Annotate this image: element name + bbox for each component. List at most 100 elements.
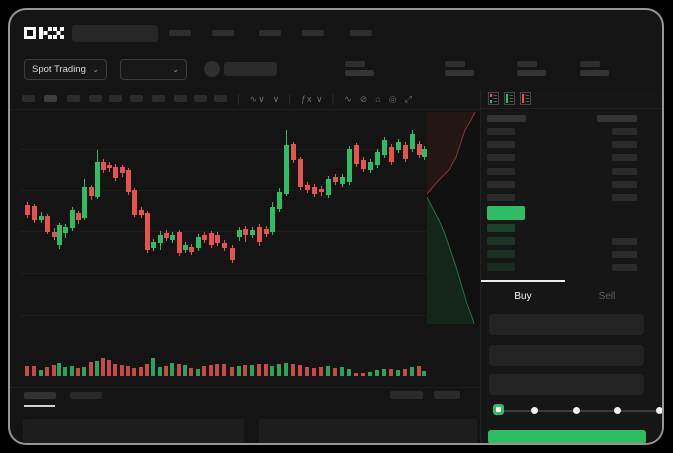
slider-step-dot[interactable] (530, 407, 538, 414)
nav-item-placeholder[interactable] (212, 30, 234, 36)
volume-bar (145, 364, 149, 376)
gridline (20, 231, 430, 232)
ask-amount-placeholder (612, 154, 637, 161)
stat-label-placeholder (517, 61, 537, 67)
ask-amount-placeholder (612, 181, 637, 188)
timeframe-button-placeholder[interactable] (174, 95, 187, 102)
timeframe-button-placeholder[interactable] (89, 95, 102, 102)
volume-bar (209, 365, 213, 376)
slider-step-dot[interactable] (572, 407, 580, 414)
ask-price-placeholder[interactable] (487, 154, 515, 161)
nav-item-placeholder[interactable] (259, 30, 281, 36)
bottom-action-button-2[interactable] (434, 391, 460, 399)
ask-price-placeholder[interactable] (487, 168, 515, 175)
book-asks-icon[interactable] (520, 92, 531, 105)
volume-bar (389, 369, 393, 376)
pair-dropdown[interactable]: ⌄ (120, 59, 187, 80)
book-combined-icon[interactable] (488, 92, 499, 105)
candle-style-icon[interactable]: ∿∨ (249, 94, 266, 104)
nav-item-placeholder[interactable] (350, 30, 372, 36)
bid-price-placeholder[interactable] (487, 237, 515, 245)
timeframe-button-placeholder[interactable] (194, 95, 207, 102)
slider-step-dot[interactable] (613, 407, 621, 414)
ask-amount-placeholder (612, 194, 637, 201)
candle-body (63, 227, 68, 233)
candle-body (189, 247, 194, 252)
volume-bar (215, 364, 219, 376)
candle-body (202, 235, 207, 240)
total-input[interactable] (489, 374, 644, 395)
slider-handle[interactable] (493, 404, 504, 415)
line-tool-icon[interactable]: ∿ (344, 94, 353, 104)
candle-body (209, 233, 214, 245)
search-bar[interactable] (72, 25, 158, 42)
bid-price-placeholder[interactable] (487, 250, 515, 258)
ask-price-placeholder[interactable] (487, 181, 515, 188)
draw-tool-icon[interactable]: ⊘ (359, 94, 369, 104)
timeframe-button-placeholder[interactable] (109, 95, 122, 102)
candle-body (389, 147, 394, 162)
orderbook-header-amount (597, 115, 637, 122)
divider (10, 387, 480, 388)
bottom-tab-open-orders[interactable] (24, 392, 56, 399)
price-input[interactable] (489, 314, 644, 335)
candle-body (422, 149, 427, 157)
fullscreen-icon[interactable]: ⤢ (404, 94, 413, 104)
ask-price-placeholder[interactable] (487, 141, 515, 148)
market-type-dropdown[interactable]: Spot Trading ⌄ (24, 59, 107, 80)
indicators-icon[interactable]: ƒx ∨ (300, 94, 324, 104)
volume-bar (237, 366, 241, 376)
volume-bar (222, 364, 226, 376)
chart-tools: │ ∿∨ ∨ │ ƒx ∨ │ ∿ ⊘ ⌂ ◎ ⤢ (236, 91, 413, 107)
volume-bar (264, 364, 268, 376)
timeframe-button-placeholder[interactable] (214, 95, 227, 102)
volume-bar (113, 364, 117, 376)
nav-item-placeholder[interactable] (302, 30, 324, 36)
amount-input[interactable] (489, 345, 644, 366)
volume-bar (177, 364, 181, 376)
chart-interval-icon[interactable]: ∨ (272, 94, 281, 104)
bid-amount-placeholder (612, 264, 637, 271)
volume-bar (151, 358, 155, 376)
candle-body (417, 144, 422, 155)
bid-amount-placeholder (612, 251, 637, 258)
bottom-action-button-1[interactable] (390, 391, 423, 399)
candle-body (126, 170, 131, 192)
volume-bar (196, 369, 200, 376)
bottom-tab-order-history[interactable] (70, 392, 102, 399)
depth-asks-area (427, 112, 475, 194)
ask-price-placeholder[interactable] (487, 128, 515, 135)
timeframe-button-placeholder[interactable] (130, 95, 143, 102)
candle-body (382, 140, 387, 155)
timeframe-button-placeholder[interactable] (44, 95, 57, 102)
stat-value-placeholder (445, 70, 474, 76)
timer-icon[interactable]: ◎ (388, 94, 398, 104)
bid-price-placeholder[interactable] (487, 224, 515, 232)
tab-buy[interactable]: Buy (481, 282, 565, 310)
market-type-label: Spot Trading (32, 64, 86, 75)
ask-price-placeholder[interactable] (487, 194, 515, 201)
candle-body (237, 230, 242, 237)
volume-bar (45, 367, 49, 376)
orders-table-block-2 (259, 419, 477, 443)
timeframe-button-placeholder[interactable] (67, 95, 80, 102)
candle-body (270, 207, 275, 232)
screenshot-icon[interactable]: ⌂ (375, 94, 382, 104)
timeframe-button-placeholder[interactable] (22, 95, 35, 102)
candle-body (164, 233, 169, 238)
chevron-down-icon: ⌄ (92, 65, 99, 74)
timeframe-button-placeholder[interactable] (152, 95, 165, 102)
price-chart[interactable] (20, 110, 430, 348)
candle-body (183, 245, 188, 250)
buy-submit-button[interactable] (488, 430, 646, 443)
candle-body (139, 210, 144, 215)
candle-body (291, 144, 296, 160)
book-bids-icon[interactable] (504, 92, 515, 105)
slider-step-dot[interactable] (655, 407, 662, 414)
last-price-badge[interactable] (487, 206, 525, 220)
tab-sell[interactable]: Sell (565, 282, 649, 310)
gridline (20, 190, 430, 191)
bid-price-placeholder[interactable] (487, 263, 515, 271)
candle-body (113, 167, 118, 178)
nav-item-placeholder[interactable] (169, 30, 191, 36)
